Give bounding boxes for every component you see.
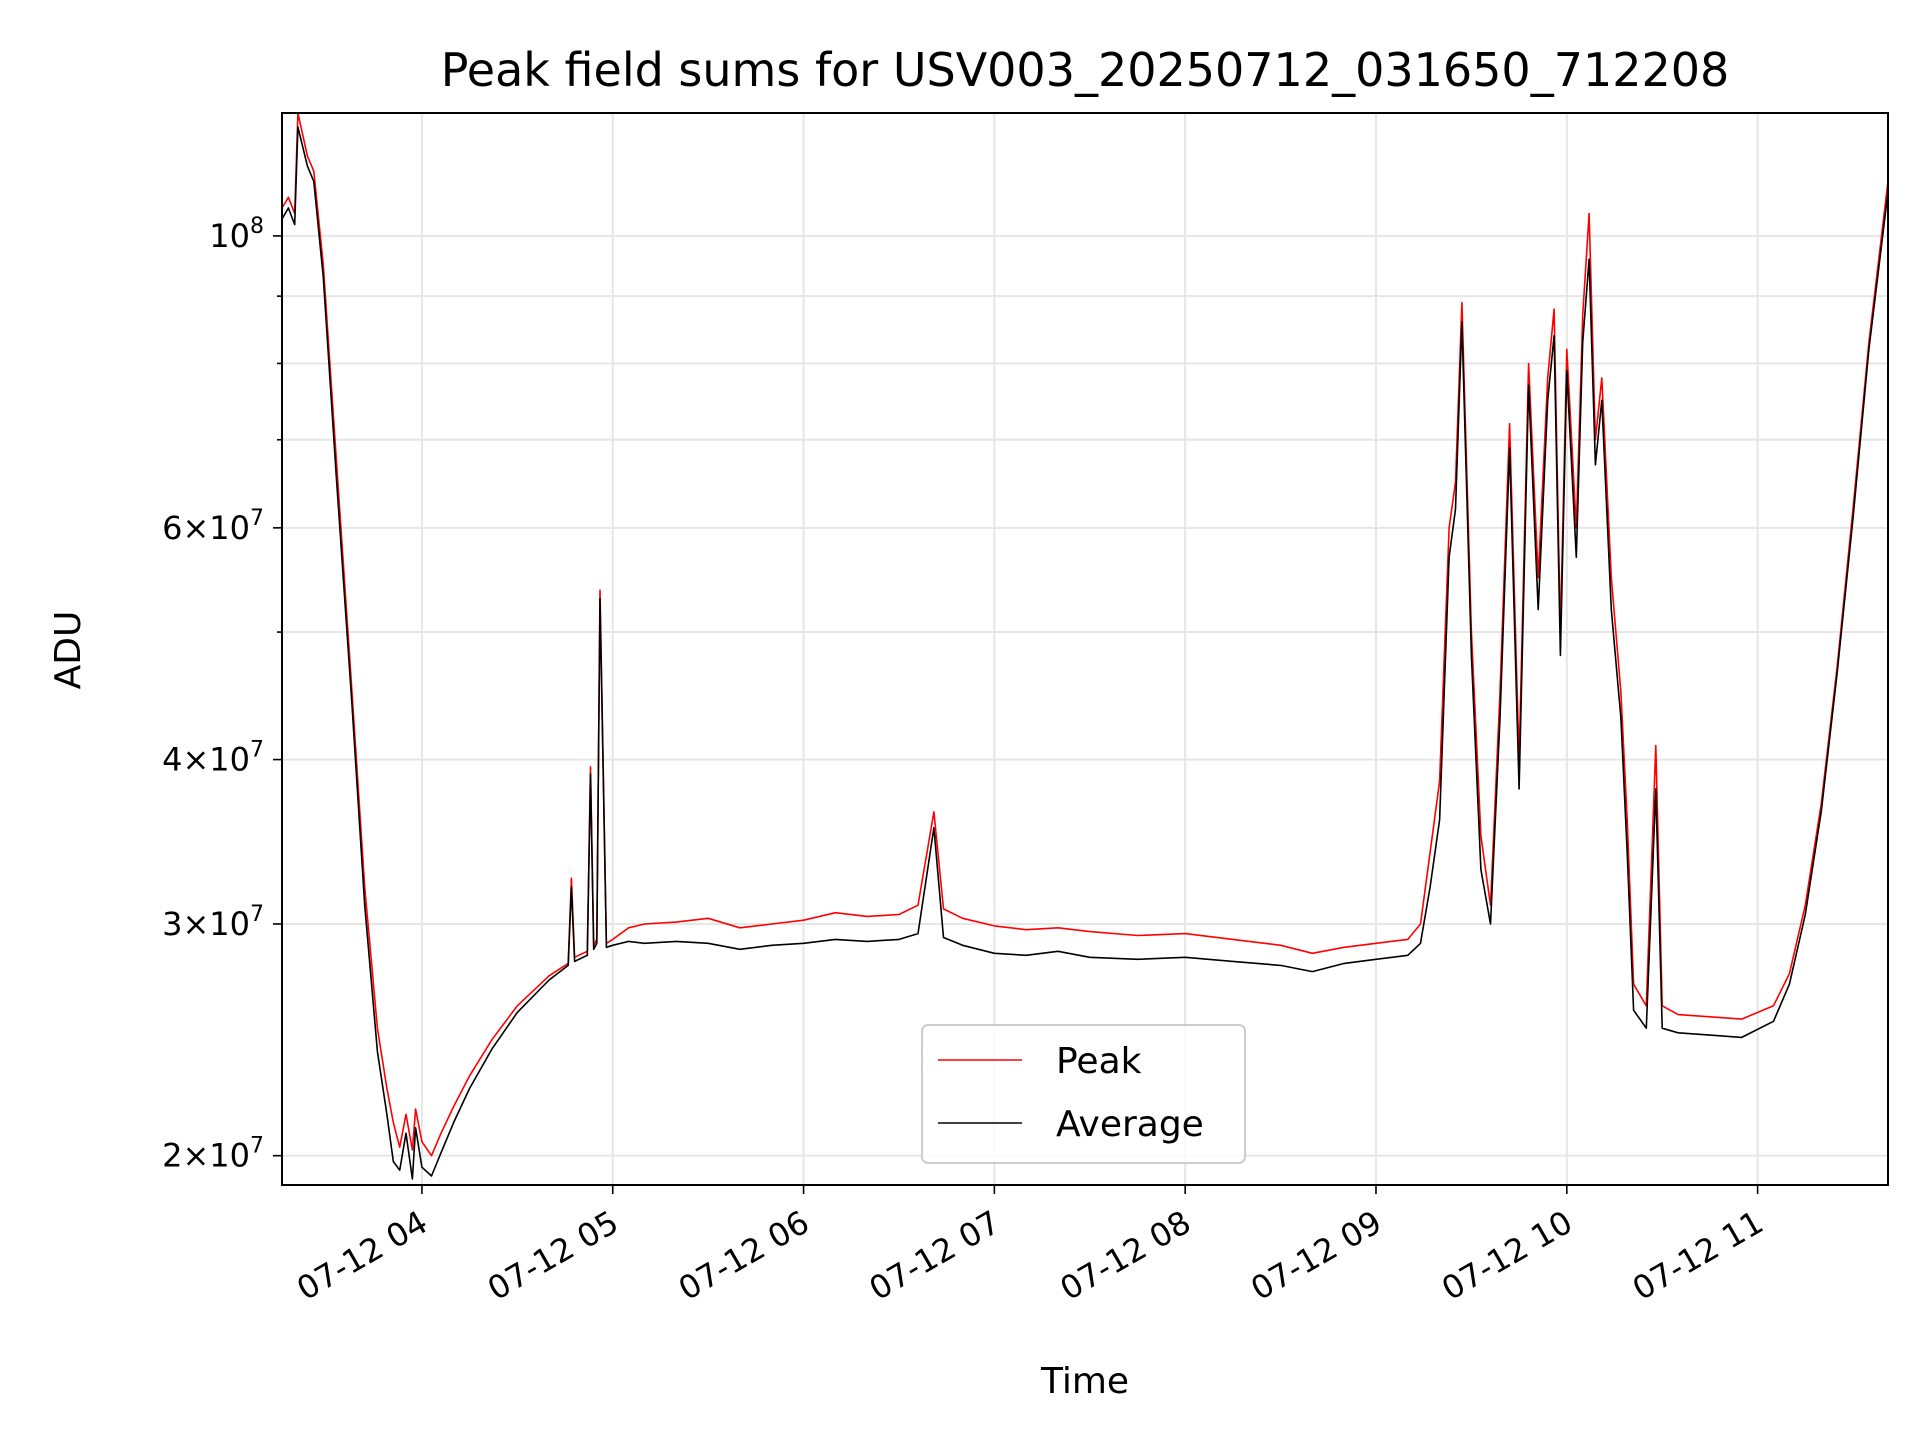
chart-title: Peak field sums for USV003_20250712_0316…	[441, 43, 1730, 97]
plot-frame	[281, 112, 1889, 1186]
series-line-peak	[281, 112, 1889, 1157]
legend-label-average: Average	[1056, 1104, 1204, 1145]
legend: Peak Average	[921, 1024, 1246, 1164]
y-tick-label: 4×107	[162, 738, 264, 779]
series-line-average	[281, 126, 1889, 1180]
y-tick-label: 108	[209, 214, 264, 255]
legend-label-peak: Peak	[1056, 1041, 1142, 1082]
x-axis-label: Time	[1040, 1361, 1129, 1402]
grid	[282, 113, 1888, 1185]
y-axis-label: ADU	[48, 611, 89, 690]
series-layer	[281, 112, 1889, 1180]
y-tick-label: 3×107	[162, 902, 264, 943]
y-tick-label: 2×107	[162, 1134, 264, 1175]
y-tick-label: 6×107	[162, 506, 264, 547]
